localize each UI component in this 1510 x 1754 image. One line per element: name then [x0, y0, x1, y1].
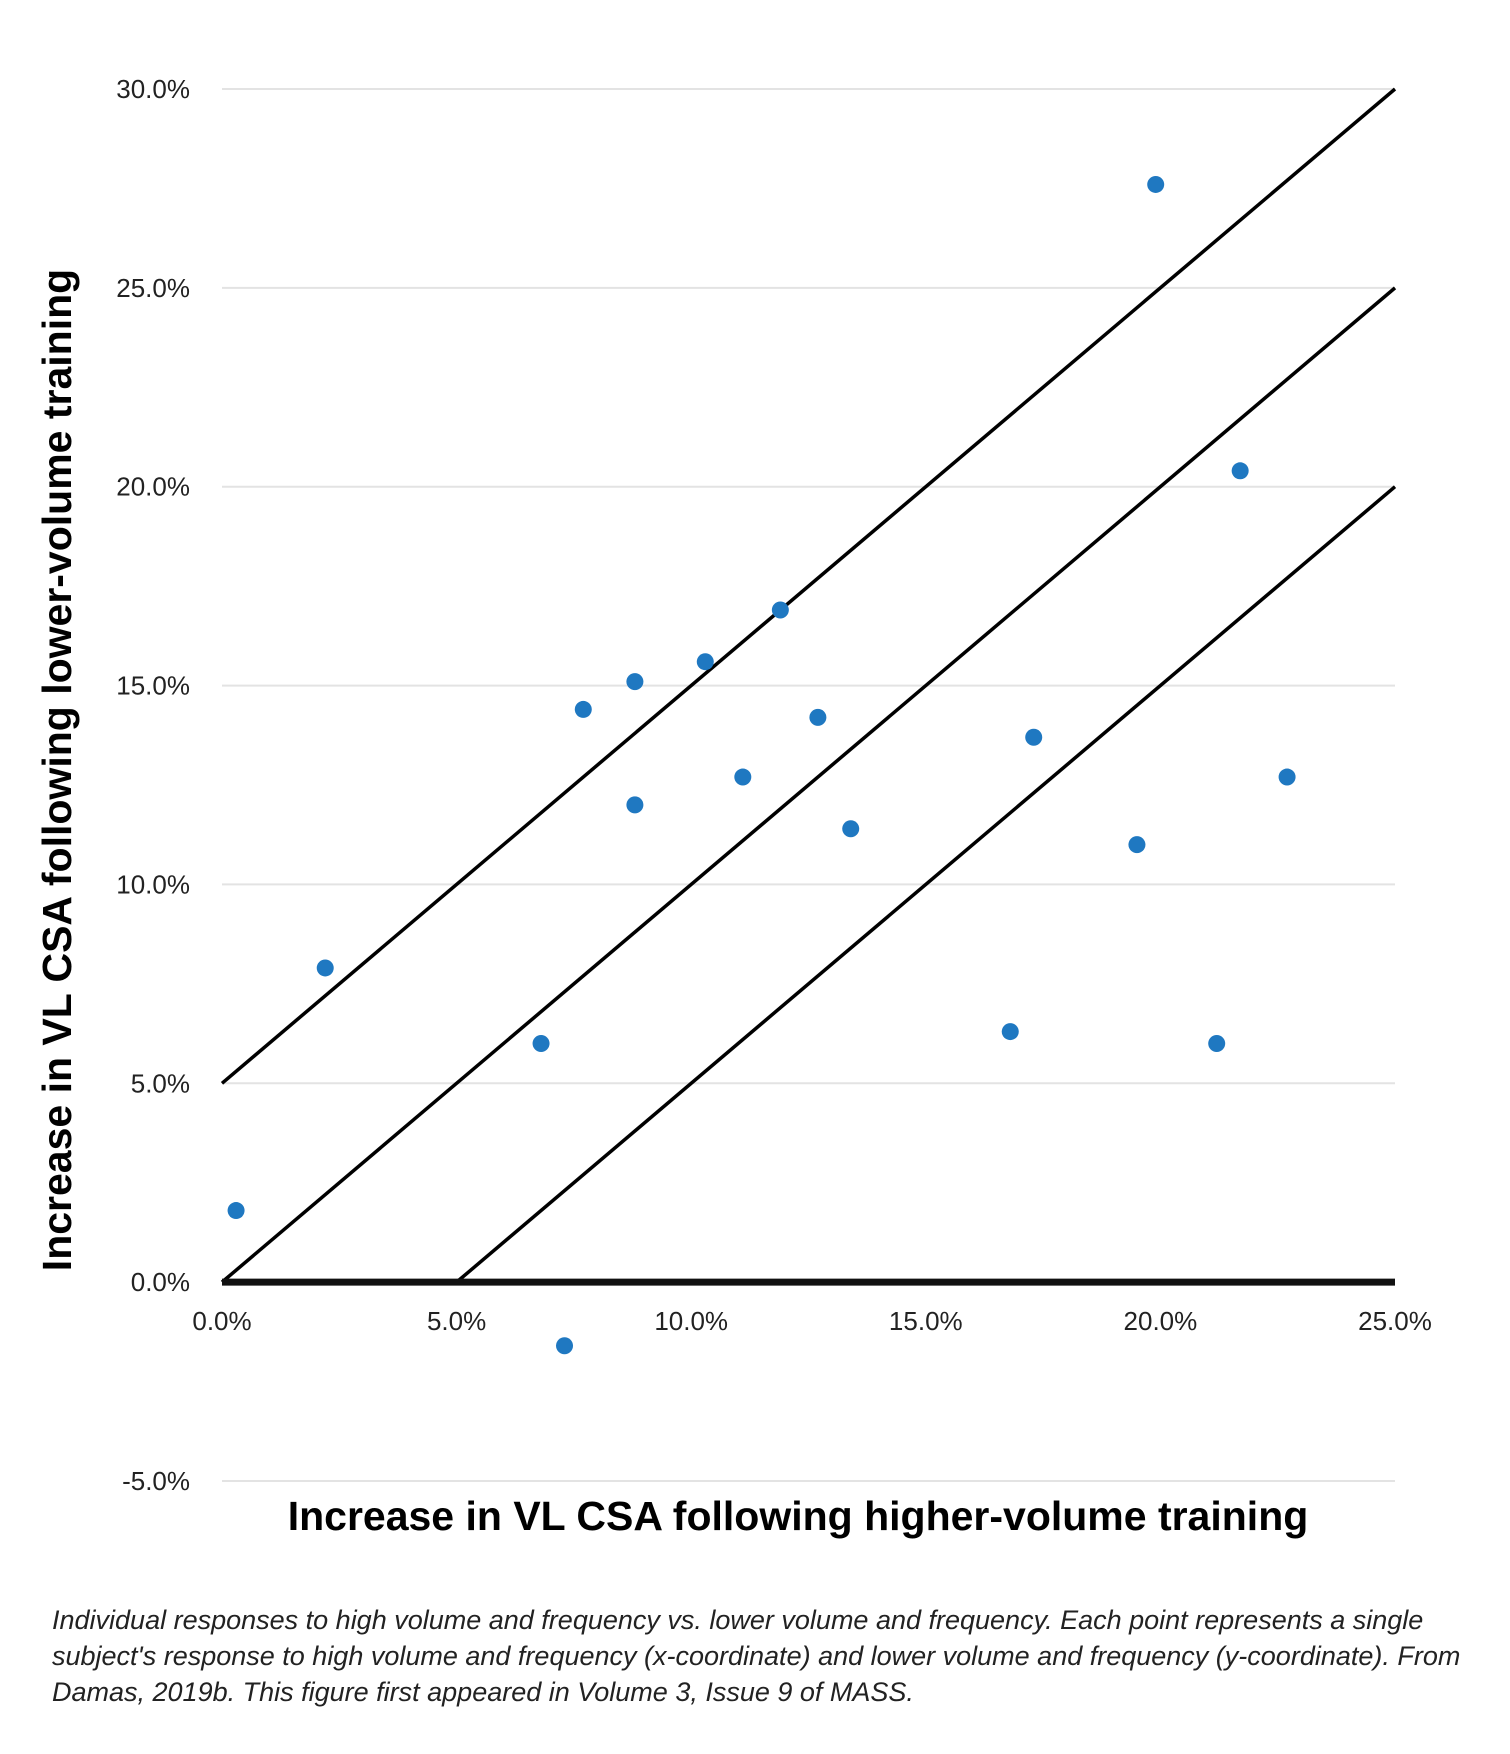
y-tick-label: 20.0% — [116, 472, 190, 502]
figure-caption: Individual responses to high volume and … — [52, 1605, 1461, 1707]
x-tick-label: 5.0% — [427, 1306, 486, 1336]
y-tick-label: 0.0% — [131, 1267, 190, 1297]
reference-line — [220, 87, 1397, 1085]
y-tick-label: 5.0% — [131, 1068, 190, 1098]
data-point — [1231, 462, 1249, 480]
data-point — [574, 700, 592, 718]
data-point — [1147, 175, 1165, 193]
data-point — [809, 708, 827, 726]
x-tick-label: 0.0% — [192, 1306, 251, 1336]
reference-line — [220, 286, 1397, 1284]
gridlines — [222, 88, 1395, 1482]
data-point — [626, 673, 644, 691]
x-tick-label: 15.0% — [889, 1306, 963, 1336]
y-axis-label: Increase in VL CSA following lower-volum… — [34, 269, 80, 1271]
x-tick-label: 25.0% — [1358, 1306, 1432, 1336]
y-tick-label: 15.0% — [116, 671, 190, 701]
y-tick-label: 25.0% — [116, 273, 190, 303]
data-points — [227, 175, 1296, 1355]
scatter-chart: 30.0% 25.0% 20.0% 15.0% 10.0% 5.0% 0.0% -5.0% 0… — [34, 74, 1432, 1539]
y-tick-label: -5.0% — [122, 1466, 190, 1496]
data-point — [1278, 768, 1296, 786]
data-point — [227, 1202, 245, 1220]
x-axis-label: Increase in VL CSA following higher-volu… — [288, 1493, 1309, 1539]
data-point — [626, 796, 644, 814]
data-point — [1208, 1035, 1226, 1053]
y-tick-label: 30.0% — [116, 74, 190, 104]
data-point — [696, 653, 714, 671]
data-point — [842, 820, 860, 838]
data-point — [316, 959, 334, 977]
data-point — [556, 1337, 574, 1355]
x-tick-label: 10.0% — [654, 1306, 728, 1336]
data-point — [734, 768, 752, 786]
y-tick-label: 10.0% — [116, 869, 190, 899]
data-point — [532, 1035, 550, 1053]
data-point — [771, 601, 789, 619]
reference-lines — [220, 87, 1397, 1284]
reference-line — [455, 485, 1397, 1284]
data-point — [1128, 836, 1146, 854]
data-point — [1001, 1023, 1019, 1041]
data-point — [1025, 728, 1043, 746]
y-tick-labels: 30.0% 25.0% 20.0% 15.0% 10.0% 5.0% 0.0% -5.0% — [116, 74, 190, 1496]
x-tick-labels: 0.0% 5.0% 10.0% 15.0% 20.0% 25.0% — [192, 1306, 1432, 1336]
x-tick-label: 20.0% — [1124, 1306, 1198, 1336]
